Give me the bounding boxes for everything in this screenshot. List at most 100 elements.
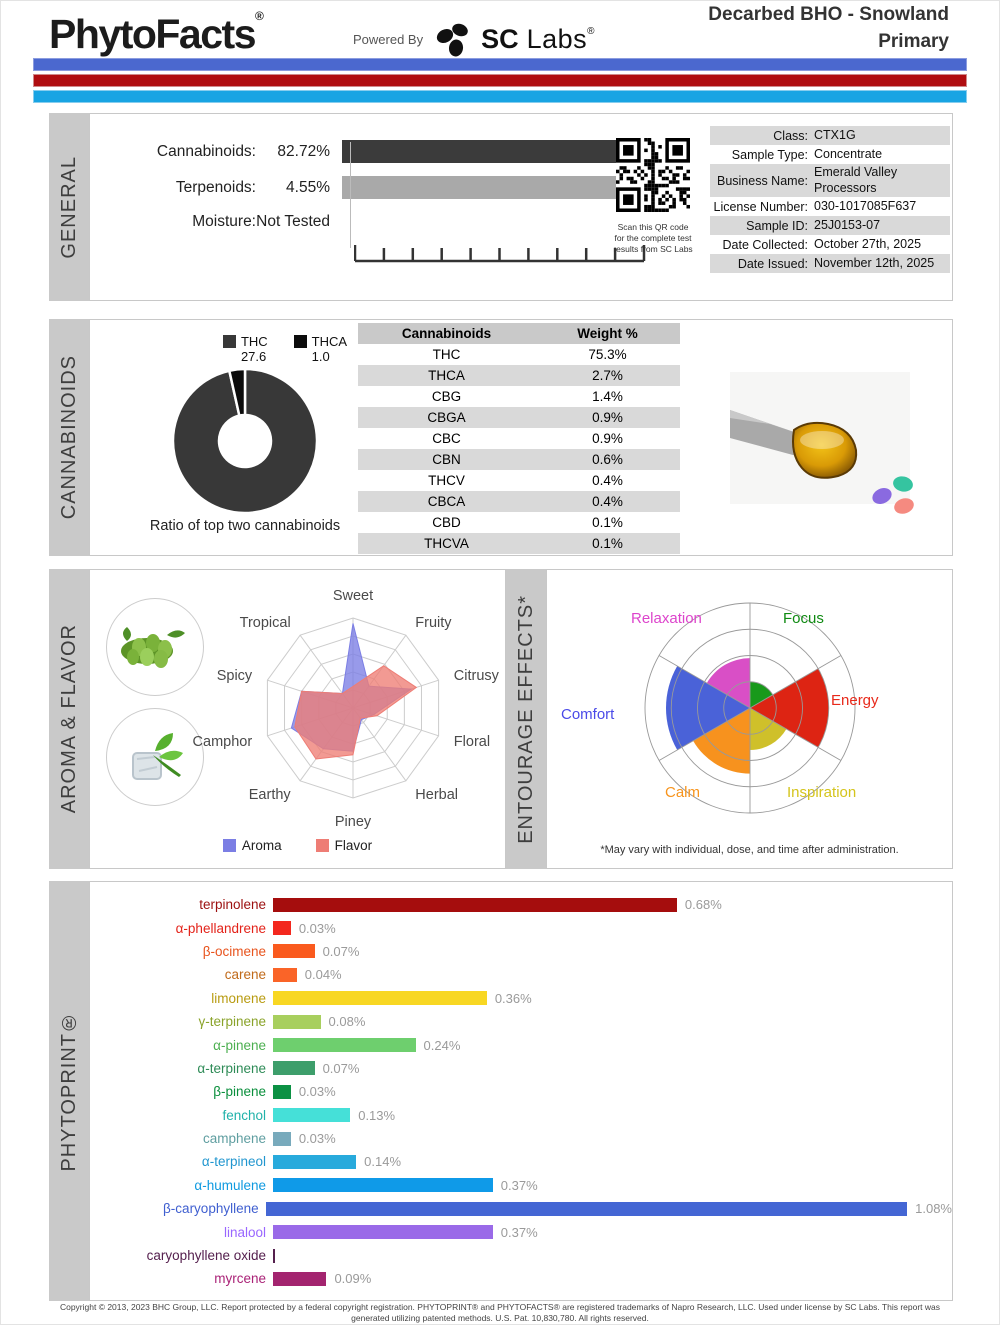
cannabinoids-table: Cannabinoids Weight % THC 75.3% THCA 2.7% CBG 1… bbox=[358, 323, 680, 554]
info-label: Date Collected: bbox=[722, 237, 808, 252]
terpene-name: linalool bbox=[223, 1224, 266, 1240]
general-divider bbox=[350, 142, 351, 248]
legend-value: 1.0 bbox=[311, 349, 330, 364]
cannabinoid-weight: 1.4% bbox=[592, 389, 623, 404]
terpene-row: limonene 0.36% bbox=[90, 987, 952, 1010]
info-label: Date Issued: bbox=[737, 256, 808, 271]
info-row: Date Collected: October 27th, 2025 bbox=[710, 235, 950, 254]
section-tab-entourage-label: ENTOURAGE EFFECTS* bbox=[514, 594, 537, 844]
qr-block: Scan this QR code for the complete test … bbox=[598, 138, 708, 255]
section-tab-aroma-flavor: AROMA & FLAVOR bbox=[49, 569, 89, 869]
radar-series-flavor bbox=[294, 665, 418, 760]
phytoprint-panel: terpinolene 0.68% α-phellandrene 0.03% β-oci… bbox=[89, 881, 953, 1301]
cannabinoid-row: THCVA 0.1% bbox=[358, 533, 680, 554]
section-tab-cannabinoids-label: CANNABINOIDS bbox=[57, 355, 80, 520]
entourage-label-inspiration: Inspiration bbox=[787, 784, 857, 801]
terpene-bar bbox=[273, 1131, 291, 1146]
terpene-value: 0.24% bbox=[423, 1037, 461, 1053]
cannabinoid-row: CBN 0.6% bbox=[358, 449, 680, 470]
terpene-value: 0.07% bbox=[322, 943, 360, 959]
terpene-row: camphene 0.03% bbox=[90, 1127, 952, 1150]
general-measure-row: Moisture: Not Tested bbox=[96, 213, 342, 231]
cannabinoid-table-header: Cannabinoids Weight % bbox=[358, 323, 680, 344]
info-row: Class: CTX1G bbox=[710, 126, 950, 145]
brand-text: PhytoFacts bbox=[49, 11, 257, 57]
legend-label: Aroma bbox=[241, 838, 282, 853]
radar-axis-label: Camphor bbox=[193, 734, 253, 750]
general-measure-row: Terpenoids: 4.55% bbox=[96, 176, 628, 199]
radar-legend-item: Flavor bbox=[315, 838, 372, 853]
cannabinoid-donut-chart bbox=[171, 367, 319, 515]
hops-art-icon bbox=[121, 627, 185, 668]
cannabinoid-weight: 75.3% bbox=[588, 347, 627, 362]
section-tab-phytoprint-label: PHYTOPRINT® bbox=[57, 1010, 80, 1172]
terpene-bar bbox=[273, 921, 291, 936]
radar-axis-label: Floral bbox=[454, 734, 490, 750]
terpene-value: 0.03% bbox=[298, 920, 336, 936]
terpene-name: fenchol bbox=[222, 1107, 266, 1123]
mint-ice-art-icon bbox=[132, 733, 183, 780]
terpene-value: 0.36% bbox=[494, 990, 532, 1006]
terpene-name: β-ocimene bbox=[202, 943, 266, 959]
radar-legend-item: Aroma bbox=[222, 838, 282, 853]
general-panel: Cannabinoids: 82.72% Terpenoids: 4.55% Moist… bbox=[89, 113, 953, 301]
terpene-bar bbox=[273, 1178, 493, 1193]
sample-info-table: Class: CTX1G Sample Type: Concentrate Busine… bbox=[710, 126, 950, 274]
radar-axis-label: Earthy bbox=[249, 787, 292, 803]
entourage-wedge-calm bbox=[693, 708, 750, 774]
sclabs-wordmark: SC Labs® bbox=[481, 24, 595, 55]
header-stripe-blue bbox=[33, 58, 967, 71]
terpene-row: β-ocimene 0.07% bbox=[90, 940, 952, 963]
section-tab-general: GENERAL bbox=[49, 113, 89, 301]
entourage-wedge-comfort bbox=[666, 666, 750, 750]
terpene-bar bbox=[273, 967, 297, 982]
terpene-row: β-caryophyllene 1.08% bbox=[90, 1197, 952, 1220]
info-value: October 27th, 2025 bbox=[814, 236, 922, 251]
terpene-name: γ-terpinene bbox=[198, 1014, 266, 1030]
terpene-value: 0.68% bbox=[684, 897, 722, 913]
section-tab-general-label: GENERAL bbox=[57, 155, 80, 259]
radar-axis-label: Spicy bbox=[217, 668, 253, 684]
terpene-row: β-pinene 0.03% bbox=[90, 1080, 952, 1103]
radar-axis-label: Sweet bbox=[333, 588, 373, 604]
terpene-bar bbox=[273, 1248, 275, 1263]
legend-swatch bbox=[222, 335, 236, 348]
terpene-name: β-pinene bbox=[213, 1084, 266, 1100]
entourage-label-relaxation: Relaxation bbox=[631, 610, 702, 627]
terpene-value: 0.37% bbox=[500, 1224, 538, 1240]
mint-ice-image bbox=[106, 708, 204, 806]
donut-caption: Ratio of top two cannabinoids bbox=[149, 518, 341, 534]
terpene-name: carene bbox=[224, 967, 266, 983]
info-row: Sample Type: Concentrate bbox=[710, 145, 950, 164]
header-stripe-cyan bbox=[33, 90, 967, 103]
powered-by-label: Powered By bbox=[353, 31, 424, 47]
terpene-row: carene 0.04% bbox=[90, 963, 952, 986]
terpene-value: 0.09% bbox=[334, 1271, 372, 1287]
measure-bar bbox=[342, 176, 628, 199]
terpene-bar bbox=[273, 1154, 357, 1169]
general-scale-ruler bbox=[354, 245, 646, 263]
terpene-name: camphene bbox=[202, 1131, 266, 1147]
terpene-name: myrcene bbox=[214, 1271, 266, 1287]
terpene-name: α-pinene bbox=[213, 1037, 266, 1053]
info-row: Sample ID: 25J0153-07 bbox=[710, 216, 950, 236]
measure-value: 82.72% bbox=[277, 142, 330, 160]
section-tab-aroma-flavor-label: AROMA & FLAVOR bbox=[57, 624, 80, 814]
terpene-value: 0.14% bbox=[364, 1154, 402, 1170]
terpene-bar bbox=[273, 1084, 291, 1099]
donut-legend: THC 27.6 THCA 1.0 bbox=[145, 334, 425, 364]
sclabs-sc: SC bbox=[481, 23, 519, 54]
cannabinoid-row: THC 75.3% bbox=[358, 344, 680, 365]
entourage-label-focus: Focus bbox=[783, 610, 824, 627]
radar-axis-label: Piney bbox=[335, 814, 372, 830]
entourage-wedge-relaxation bbox=[706, 658, 750, 708]
cannabinoid-weight: 2.7% bbox=[592, 368, 623, 383]
cannabinoid-name: THC bbox=[432, 347, 461, 362]
cannabinoid-weight: 0.1% bbox=[592, 536, 623, 551]
info-label: Sample ID: bbox=[746, 218, 808, 233]
terpene-name: α-phellandrene bbox=[175, 920, 266, 936]
terpene-row: α-terpinene 0.07% bbox=[90, 1057, 952, 1080]
terpene-value: 0.13% bbox=[358, 1107, 396, 1123]
report-title: Decarbed BHO - Snowland Primary bbox=[708, 2, 949, 55]
